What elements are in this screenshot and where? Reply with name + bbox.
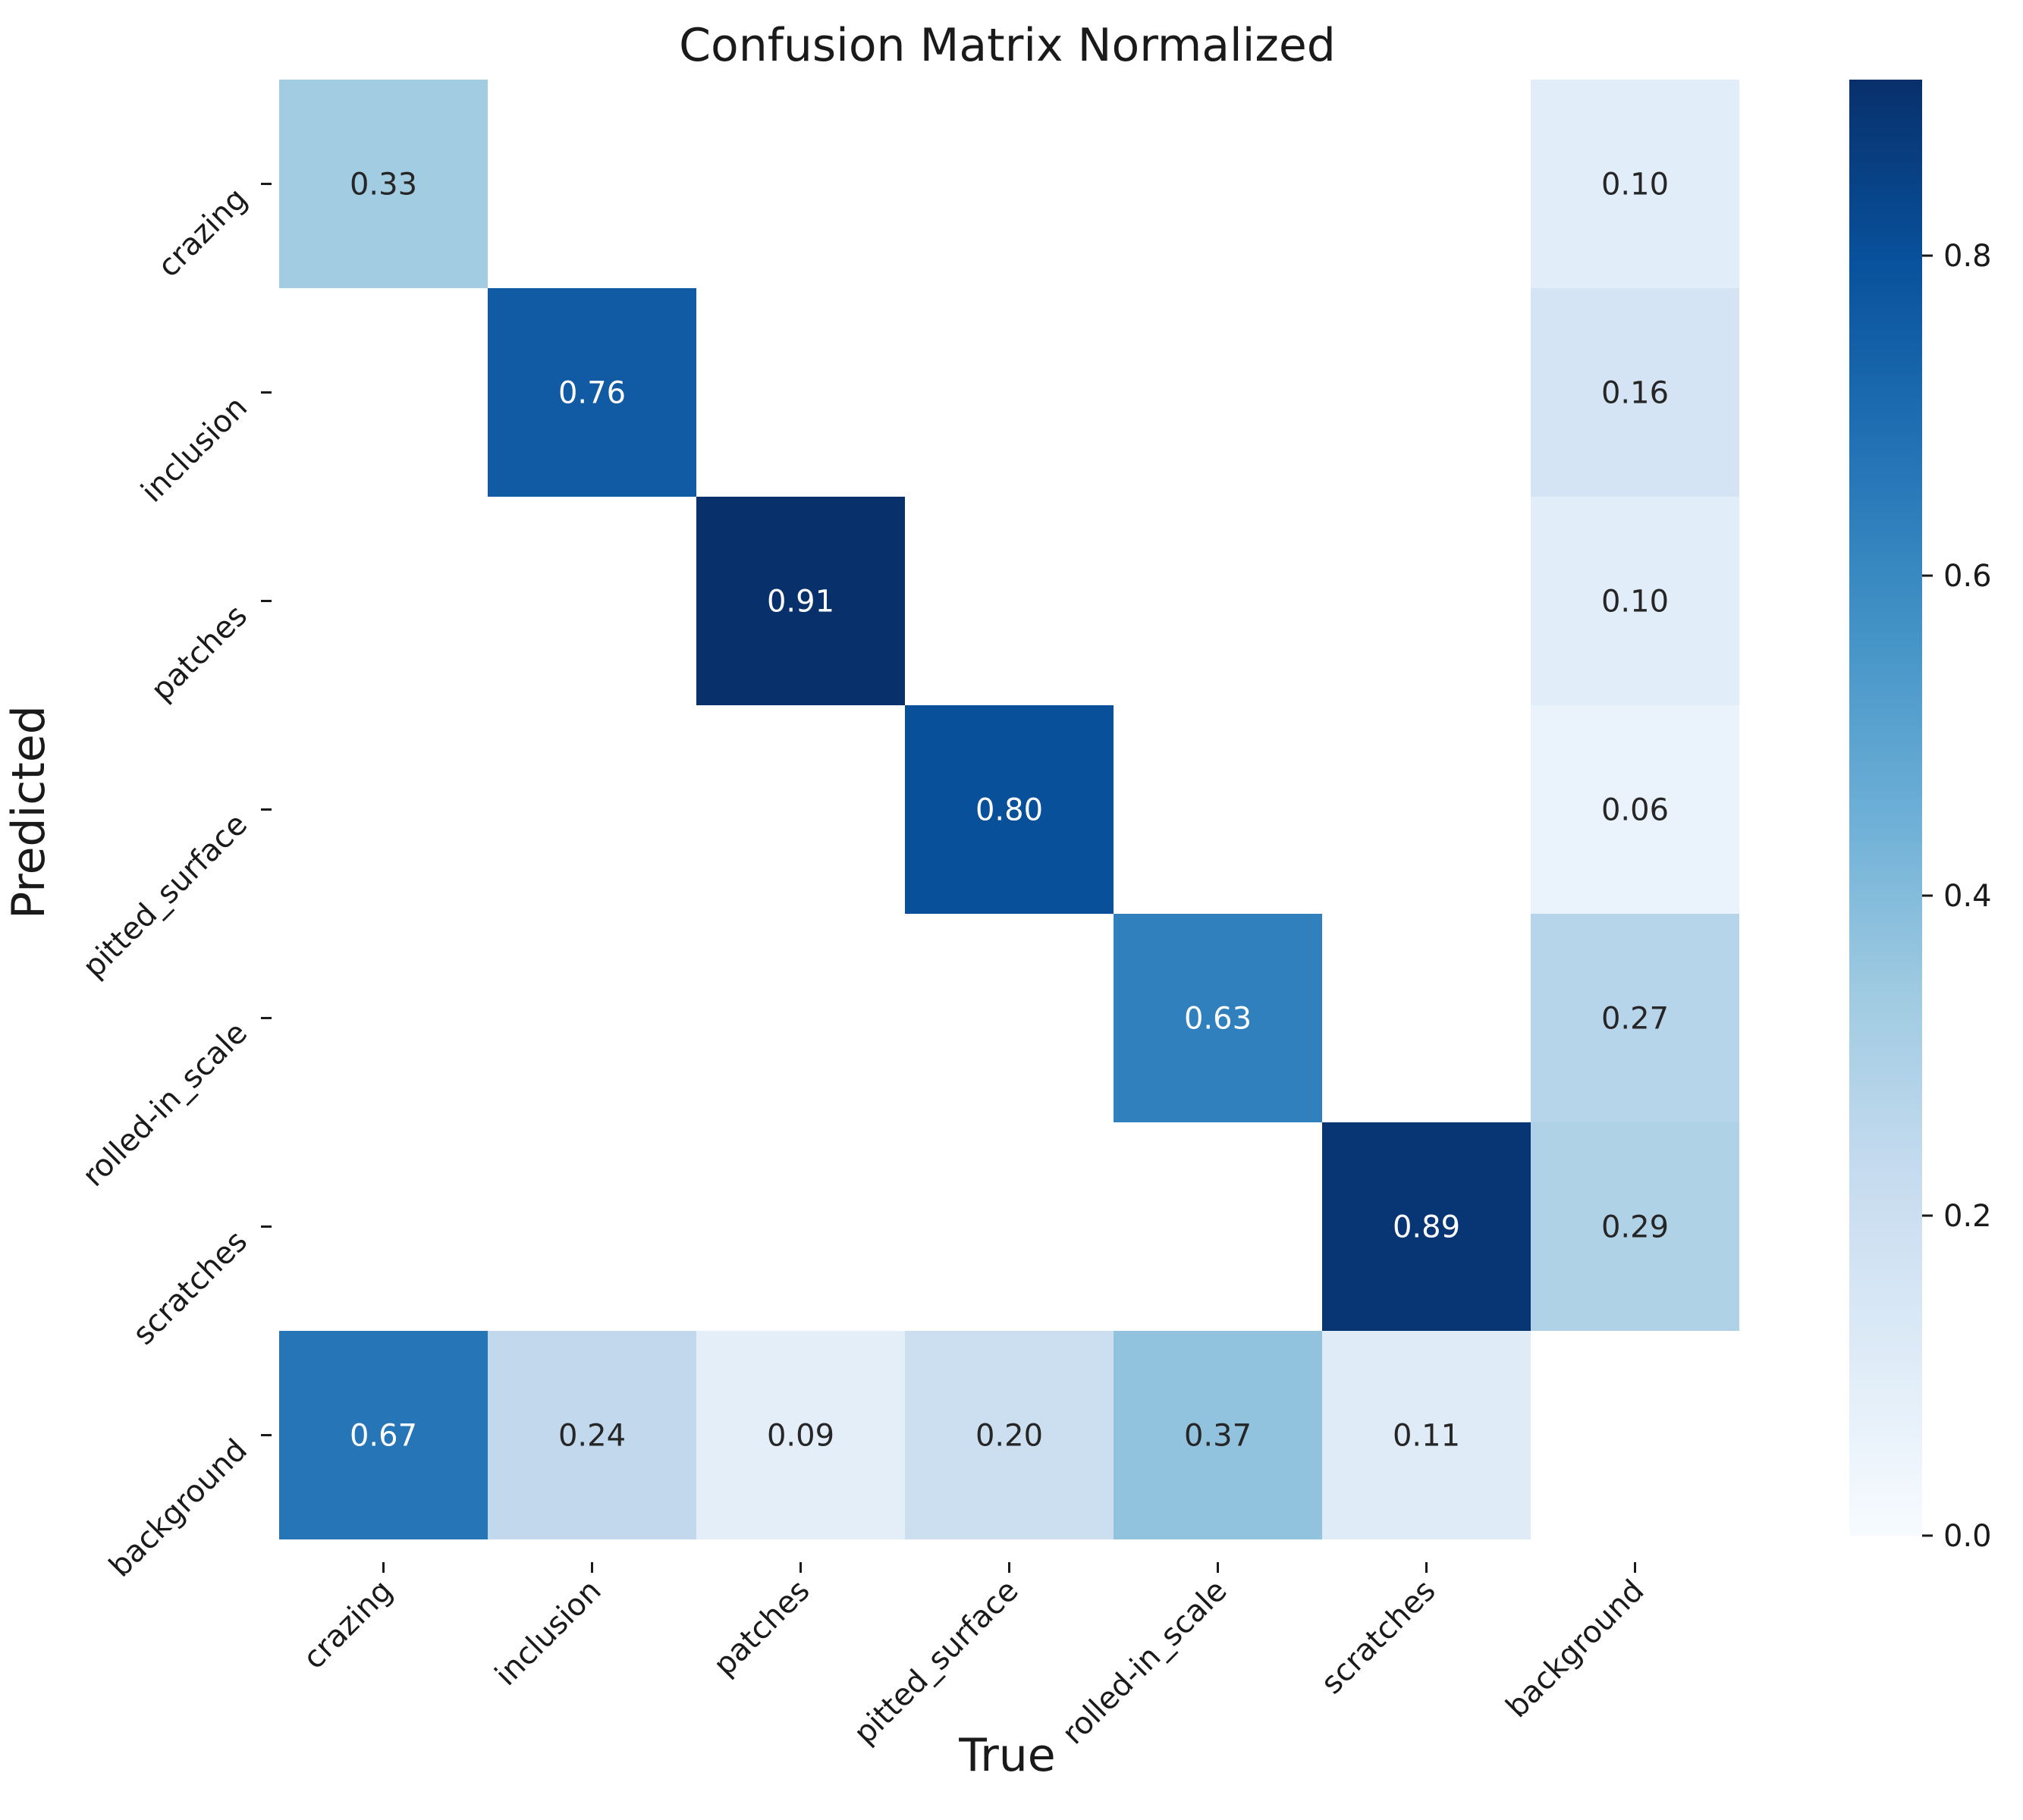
heatmap-cell-pitted_surface-pitted_surface [905,705,1114,914]
x-tick-label: patches [707,1574,817,1684]
y-tick-label: inclusion [135,390,254,509]
heatmap-cell-background-patches [696,1331,905,1539]
cell-value-label: 0.67 [350,1419,417,1454]
cell-value-label: 0.80 [975,793,1043,828]
cell-value-label: 0.10 [1601,585,1669,620]
heatmap-cell-rolled-in_scale-background [1531,914,1739,1122]
y-tick-label: background [102,1432,254,1584]
cell-value-label: 0.27 [1601,1002,1669,1037]
cell-value-label: 0.20 [975,1419,1043,1454]
heatmap-cell-crazing-crazing [279,80,488,288]
colorbar-tick-label: 0.6 [1943,559,1992,594]
colorbar-tick-label: 0.4 [1943,879,1992,914]
y-tick-label: patches [145,598,255,708]
heatmap-cell-scratches-scratches [1322,1122,1531,1331]
heatmap-cells [279,80,1739,1539]
heatmap-cell-patches-patches [696,497,905,705]
cell-value-label: 0.10 [1601,168,1669,202]
x-axis-label: True [958,1729,1055,1782]
heatmap-cell-rolled-in_scale-rolled-in_scale [1114,914,1322,1122]
heatmap-cell-patches-background [1531,497,1739,705]
heatmap-cell-inclusion-inclusion [488,288,696,497]
cell-value-label: 0.24 [558,1419,626,1454]
y-tick-label: rolled-in_scale [76,1015,254,1194]
heatmap-cell-background-pitted_surface [905,1331,1114,1539]
y-axis-ticks: crazing inclusion patches pitted_surfacerol… [76,181,272,1584]
heatmap-cell-background-scratches [1322,1331,1531,1539]
cell-value-label: 0.63 [1184,1002,1252,1037]
x-tick-label: scratches [1315,1574,1442,1701]
x-tick-label: pitted_surface [847,1574,1026,1752]
heatmap-cell-crazing-background [1531,80,1739,288]
y-tick-label: scratches [127,1224,254,1351]
cell-value-label: 0.11 [1393,1419,1460,1454]
colorbar-tick-label: 0.0 [1943,1519,1992,1554]
colorbar-gradient [1849,80,1922,1536]
x-tick-label: rolled-in_scale [1056,1574,1234,1752]
cell-value-label: 0.09 [767,1419,834,1454]
heatmap-cell-background-rolled-in_scale [1114,1331,1322,1539]
cell-value-label: 0.37 [1184,1419,1252,1454]
y-tick-label: crazing [151,181,254,284]
cell-value-label: 0.76 [558,376,626,411]
x-tick-label: background [1500,1574,1651,1725]
cell-value-label: 0.29 [1601,1210,1669,1245]
y-axis-label: Predicted [2,705,55,919]
cell-value-label: 0.89 [1393,1210,1460,1245]
colorbar-tick-label: 0.2 [1943,1199,1992,1234]
heatmap-cell-background-crazing [279,1331,488,1539]
heatmap-cell-inclusion-background [1531,288,1739,497]
x-axis-ticks: crazing inclusion patches pitted_surface rol… [297,1562,1651,1751]
y-tick-label: pitted_surface [77,807,255,985]
chart-title: Confusion Matrix Normalized [679,19,1336,72]
cell-value-label: 0.16 [1601,376,1669,411]
x-tick-label: crazing [297,1574,400,1677]
cell-value-label: 0.33 [350,168,417,202]
heatmap-cell-background-inclusion [488,1331,696,1539]
colorbar: 0.0 0.2 0.4 0.6 0.8 [1849,80,1992,1554]
colorbar-tick-label: 0.8 [1943,239,1992,274]
heatmap-value-labels: 0.33 0.10 0.76 0.16 0.91 0.10 0.80 0.06 0.63 0.27… [350,168,1669,1454]
cell-value-label: 0.06 [1601,793,1669,828]
heatmap-cell-pitted_surface-background [1531,705,1739,914]
cell-value-label: 0.91 [767,585,834,620]
heatmap-cell-scratches-background [1531,1122,1739,1331]
x-tick-label: inclusion [488,1574,608,1693]
